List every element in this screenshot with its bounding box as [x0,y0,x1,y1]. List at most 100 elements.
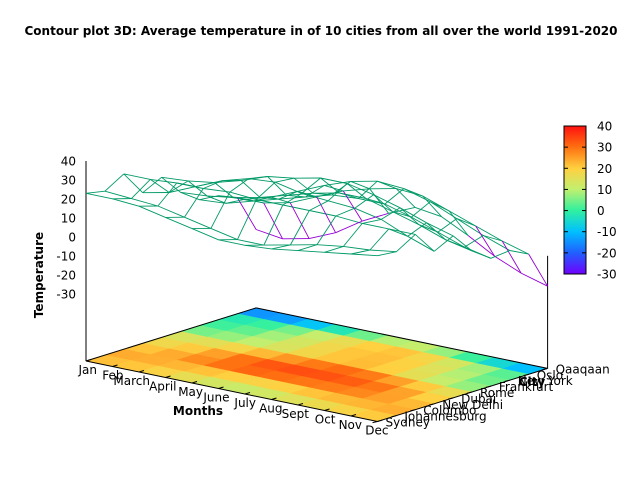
chart-title: Contour plot 3D: Average temperature in … [25,24,618,38]
mesh-line [241,181,260,198]
x-tick-label: July [233,396,256,410]
mesh-line [446,240,465,247]
mesh-line [370,250,397,252]
mesh-line [332,195,359,199]
mesh-line [400,208,419,225]
x-tick-label: April [149,380,176,394]
mesh-line [298,251,325,253]
z-axis-label: Temperature [32,232,46,318]
colorbar-tick-label: -20 [597,246,617,260]
mesh-line [268,177,295,179]
x-tick-label: Nov [339,418,362,432]
mesh-line [396,234,415,251]
mesh-line [325,252,352,254]
mesh-line [370,229,389,250]
mesh-line [415,234,434,251]
mesh-line [317,245,344,247]
mesh-line [336,208,355,216]
mesh-line [449,211,476,226]
mesh-line [351,254,378,256]
x-tick-label: Aug [259,402,282,416]
mesh-line [105,191,131,198]
mesh-line [283,205,310,211]
colorbar-tick-label: -30 [597,268,617,282]
mesh-line [362,223,389,229]
colorbar-tick-label: 30 [597,141,612,155]
mesh-line [476,226,495,256]
colorbar-tick-label: 20 [597,162,612,176]
z-tick-label: 0 [68,231,76,245]
colorbar-gradient [564,126,586,274]
mesh-line [264,205,283,245]
mesh-line [408,223,427,237]
mesh-line [237,197,256,229]
mesh-line [449,211,468,236]
mesh-line [105,174,124,191]
mesh-line [343,223,362,246]
colorbar-tick-label: -10 [597,225,617,239]
mesh-line [343,246,370,250]
mesh-line [385,189,404,204]
mesh-line [351,250,370,254]
mesh-line [419,225,446,240]
mesh-line [272,245,291,249]
mesh-line [404,189,423,196]
surface-mesh [86,174,548,286]
mesh-line [472,251,491,258]
x-tick-label: Oct [315,413,336,427]
mesh-line [275,178,294,182]
mesh-line [298,245,317,251]
colorbar-tick-label: 40 [597,120,612,134]
mesh-line [309,201,328,211]
mesh-line [317,216,336,245]
mesh-line [408,236,435,251]
mesh-line [468,236,495,257]
mesh-line [495,256,521,273]
mesh-line [302,178,321,193]
mesh-line [86,193,113,199]
z-tick-label: -20 [56,269,76,283]
z-tick-label: 10 [61,212,76,226]
mesh-line [393,212,420,225]
mesh-line [377,181,396,188]
mesh-line [378,252,397,256]
x-tick-label: May [178,385,203,399]
mesh-line [483,236,502,242]
x-tick-label: March [113,374,150,388]
mesh-line [374,195,401,208]
y-axis-label: City [519,375,546,389]
mesh-line [211,192,230,228]
z-tick-label: 40 [61,155,76,169]
x-tick-label: Sept [282,407,310,421]
y-tick-label: Qaaqaan [556,362,610,376]
x-axis-label: Months [173,404,223,418]
mesh-line [124,174,151,180]
x-tick-label: June [202,391,229,405]
z-tick-label: 30 [61,174,76,188]
colorbar-tick-label: 10 [597,183,612,197]
mesh-line [325,246,344,252]
mesh-line [237,200,256,240]
mesh-line [328,201,355,208]
mesh-line [336,221,363,233]
z-tick-label: 20 [61,193,76,207]
mesh-line [430,202,449,211]
x-tick-label: Jan [78,363,98,377]
mesh-line [272,249,299,251]
mesh-line [411,202,430,217]
mesh-line [355,208,382,219]
mesh-line [427,223,446,240]
mesh-line [340,193,359,199]
mesh-line [351,181,370,188]
mesh-line [188,181,215,183]
z-tick-label: -10 [56,250,76,264]
mesh-line [309,211,336,217]
mesh-line [290,211,309,245]
mesh-line [86,191,105,193]
mesh-line [457,219,484,236]
mesh-line [245,245,272,249]
